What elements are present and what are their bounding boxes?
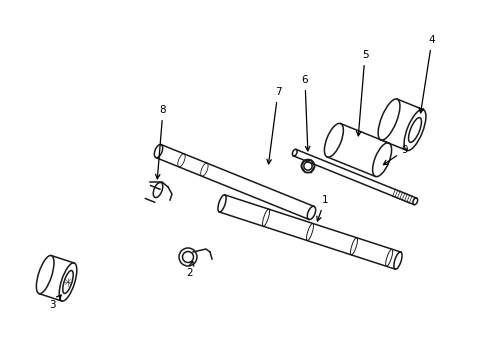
Text: 4: 4 (419, 35, 435, 113)
Text: 6: 6 (302, 75, 310, 151)
Text: 9: 9 (384, 145, 408, 165)
Text: 3: 3 (49, 295, 61, 310)
Text: 2: 2 (187, 261, 194, 278)
Text: 1: 1 (317, 195, 328, 221)
Text: 7: 7 (267, 87, 281, 164)
Text: 8: 8 (155, 105, 166, 179)
Text: 5: 5 (357, 50, 368, 136)
